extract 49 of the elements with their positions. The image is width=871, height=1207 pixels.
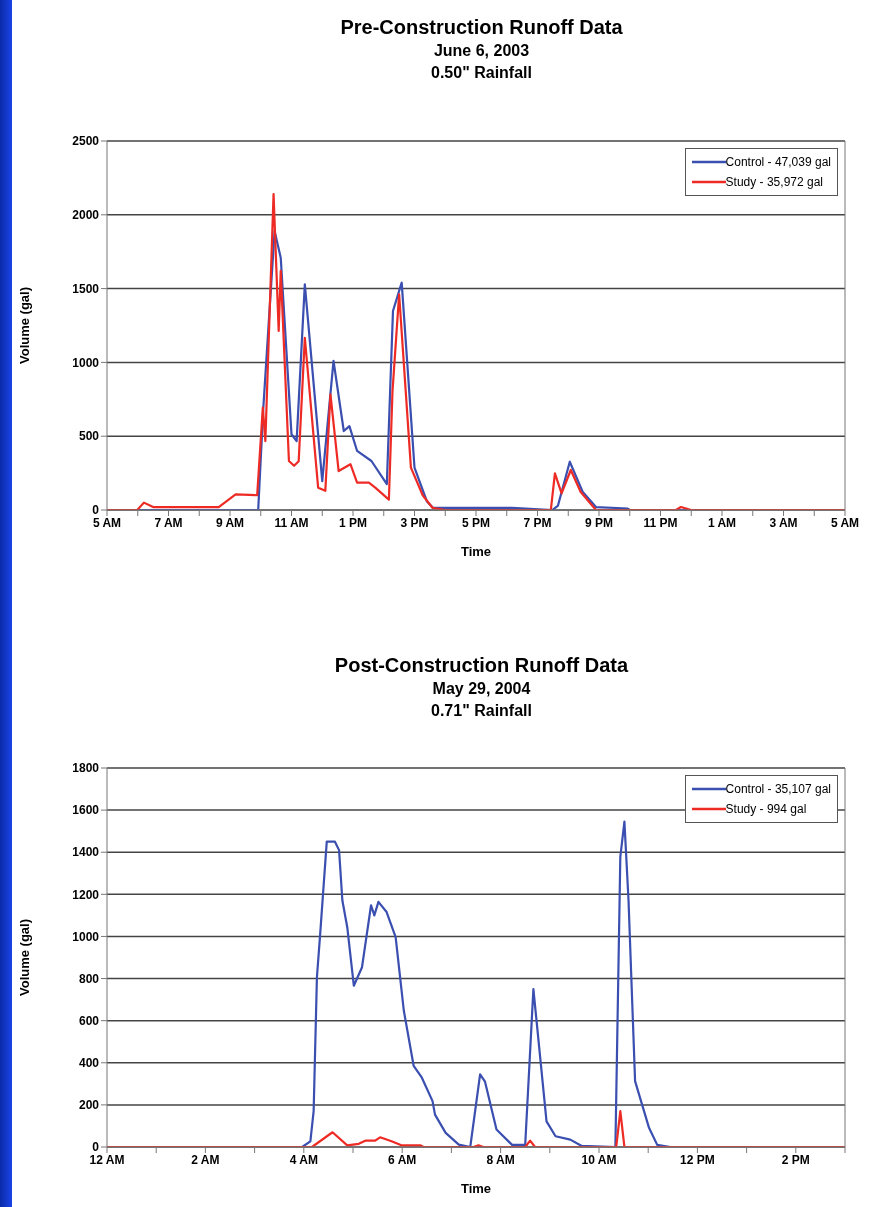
y-tick-label: 500 bbox=[78, 429, 100, 444]
x-axis-title: Time bbox=[460, 1181, 492, 1196]
y-tick-label: 1400 bbox=[72, 845, 100, 860]
x-tick-label: 9 PM bbox=[584, 515, 614, 530]
y-tick-label: 800 bbox=[78, 971, 100, 986]
legend-label: Study - 35,972 gal bbox=[725, 175, 823, 189]
y-tick-label: 0 bbox=[92, 503, 100, 518]
x-tick-label: 3 PM bbox=[400, 515, 429, 530]
x-tick-label: 7 PM bbox=[523, 515, 552, 530]
y-tick-label: 1000 bbox=[72, 355, 100, 370]
x-axis-title: Time bbox=[460, 544, 492, 559]
chart-title: Post-Construction Runoff Data bbox=[333, 653, 630, 678]
chart-subtitle: June 6, 2003 0.50" Rainfall bbox=[430, 41, 533, 83]
chart-title: Pre-Construction Runoff Data bbox=[339, 15, 624, 40]
x-tick-label: 10 AM bbox=[581, 1152, 617, 1167]
y-tick-label: 1000 bbox=[72, 929, 100, 944]
x-tick-label: 9 AM bbox=[215, 515, 245, 530]
y-tick-label: 600 bbox=[78, 1013, 100, 1028]
x-tick-label: 6 AM bbox=[388, 1152, 417, 1167]
y-tick-label: 1500 bbox=[72, 281, 100, 296]
x-tick-label: 11 AM bbox=[274, 515, 309, 530]
x-tick-label: 12 AM bbox=[89, 1152, 125, 1167]
x-tick-label: 11 PM bbox=[643, 515, 678, 530]
x-tick-label: 8 AM bbox=[486, 1152, 515, 1167]
y-axis-title: Volume (gal) bbox=[16, 286, 32, 365]
x-tick-label: 7 AM bbox=[154, 515, 183, 530]
legend-label: Control - 47,039 gal bbox=[725, 155, 831, 169]
y-tick-label: 2000 bbox=[72, 208, 100, 223]
y-tick-label: 1600 bbox=[72, 803, 100, 818]
x-tick-label: 5 PM bbox=[461, 515, 491, 530]
x-tick-label: 12 PM bbox=[680, 1152, 715, 1167]
x-tick-label: 5 AM bbox=[830, 515, 860, 530]
legend-label: Study - 994 gal bbox=[725, 802, 807, 816]
y-tick-label: 200 bbox=[78, 1098, 100, 1113]
x-tick-label: 5 AM bbox=[92, 515, 122, 530]
y-tick-label: 2500 bbox=[72, 134, 100, 149]
x-tick-label: 1 AM bbox=[707, 515, 737, 530]
chart-subtitle: May 29, 2004 0.71" Rainfall bbox=[430, 679, 533, 721]
x-tick-label: 4 AM bbox=[289, 1152, 318, 1167]
x-tick-label: 2 AM bbox=[191, 1152, 220, 1167]
y-tick-label: 0 bbox=[92, 1140, 100, 1155]
x-tick-label: 1 PM bbox=[338, 515, 368, 530]
y-tick-label: 1800 bbox=[72, 761, 100, 776]
y-tick-label: 1200 bbox=[72, 887, 100, 902]
x-tick-label: 2 PM bbox=[781, 1152, 810, 1167]
legend-label: Control - 35,107 gal bbox=[725, 782, 831, 796]
y-tick-label: 400 bbox=[78, 1056, 100, 1071]
x-tick-label: 3 AM bbox=[769, 515, 798, 530]
y-axis-title: Volume (gal) bbox=[16, 918, 32, 997]
